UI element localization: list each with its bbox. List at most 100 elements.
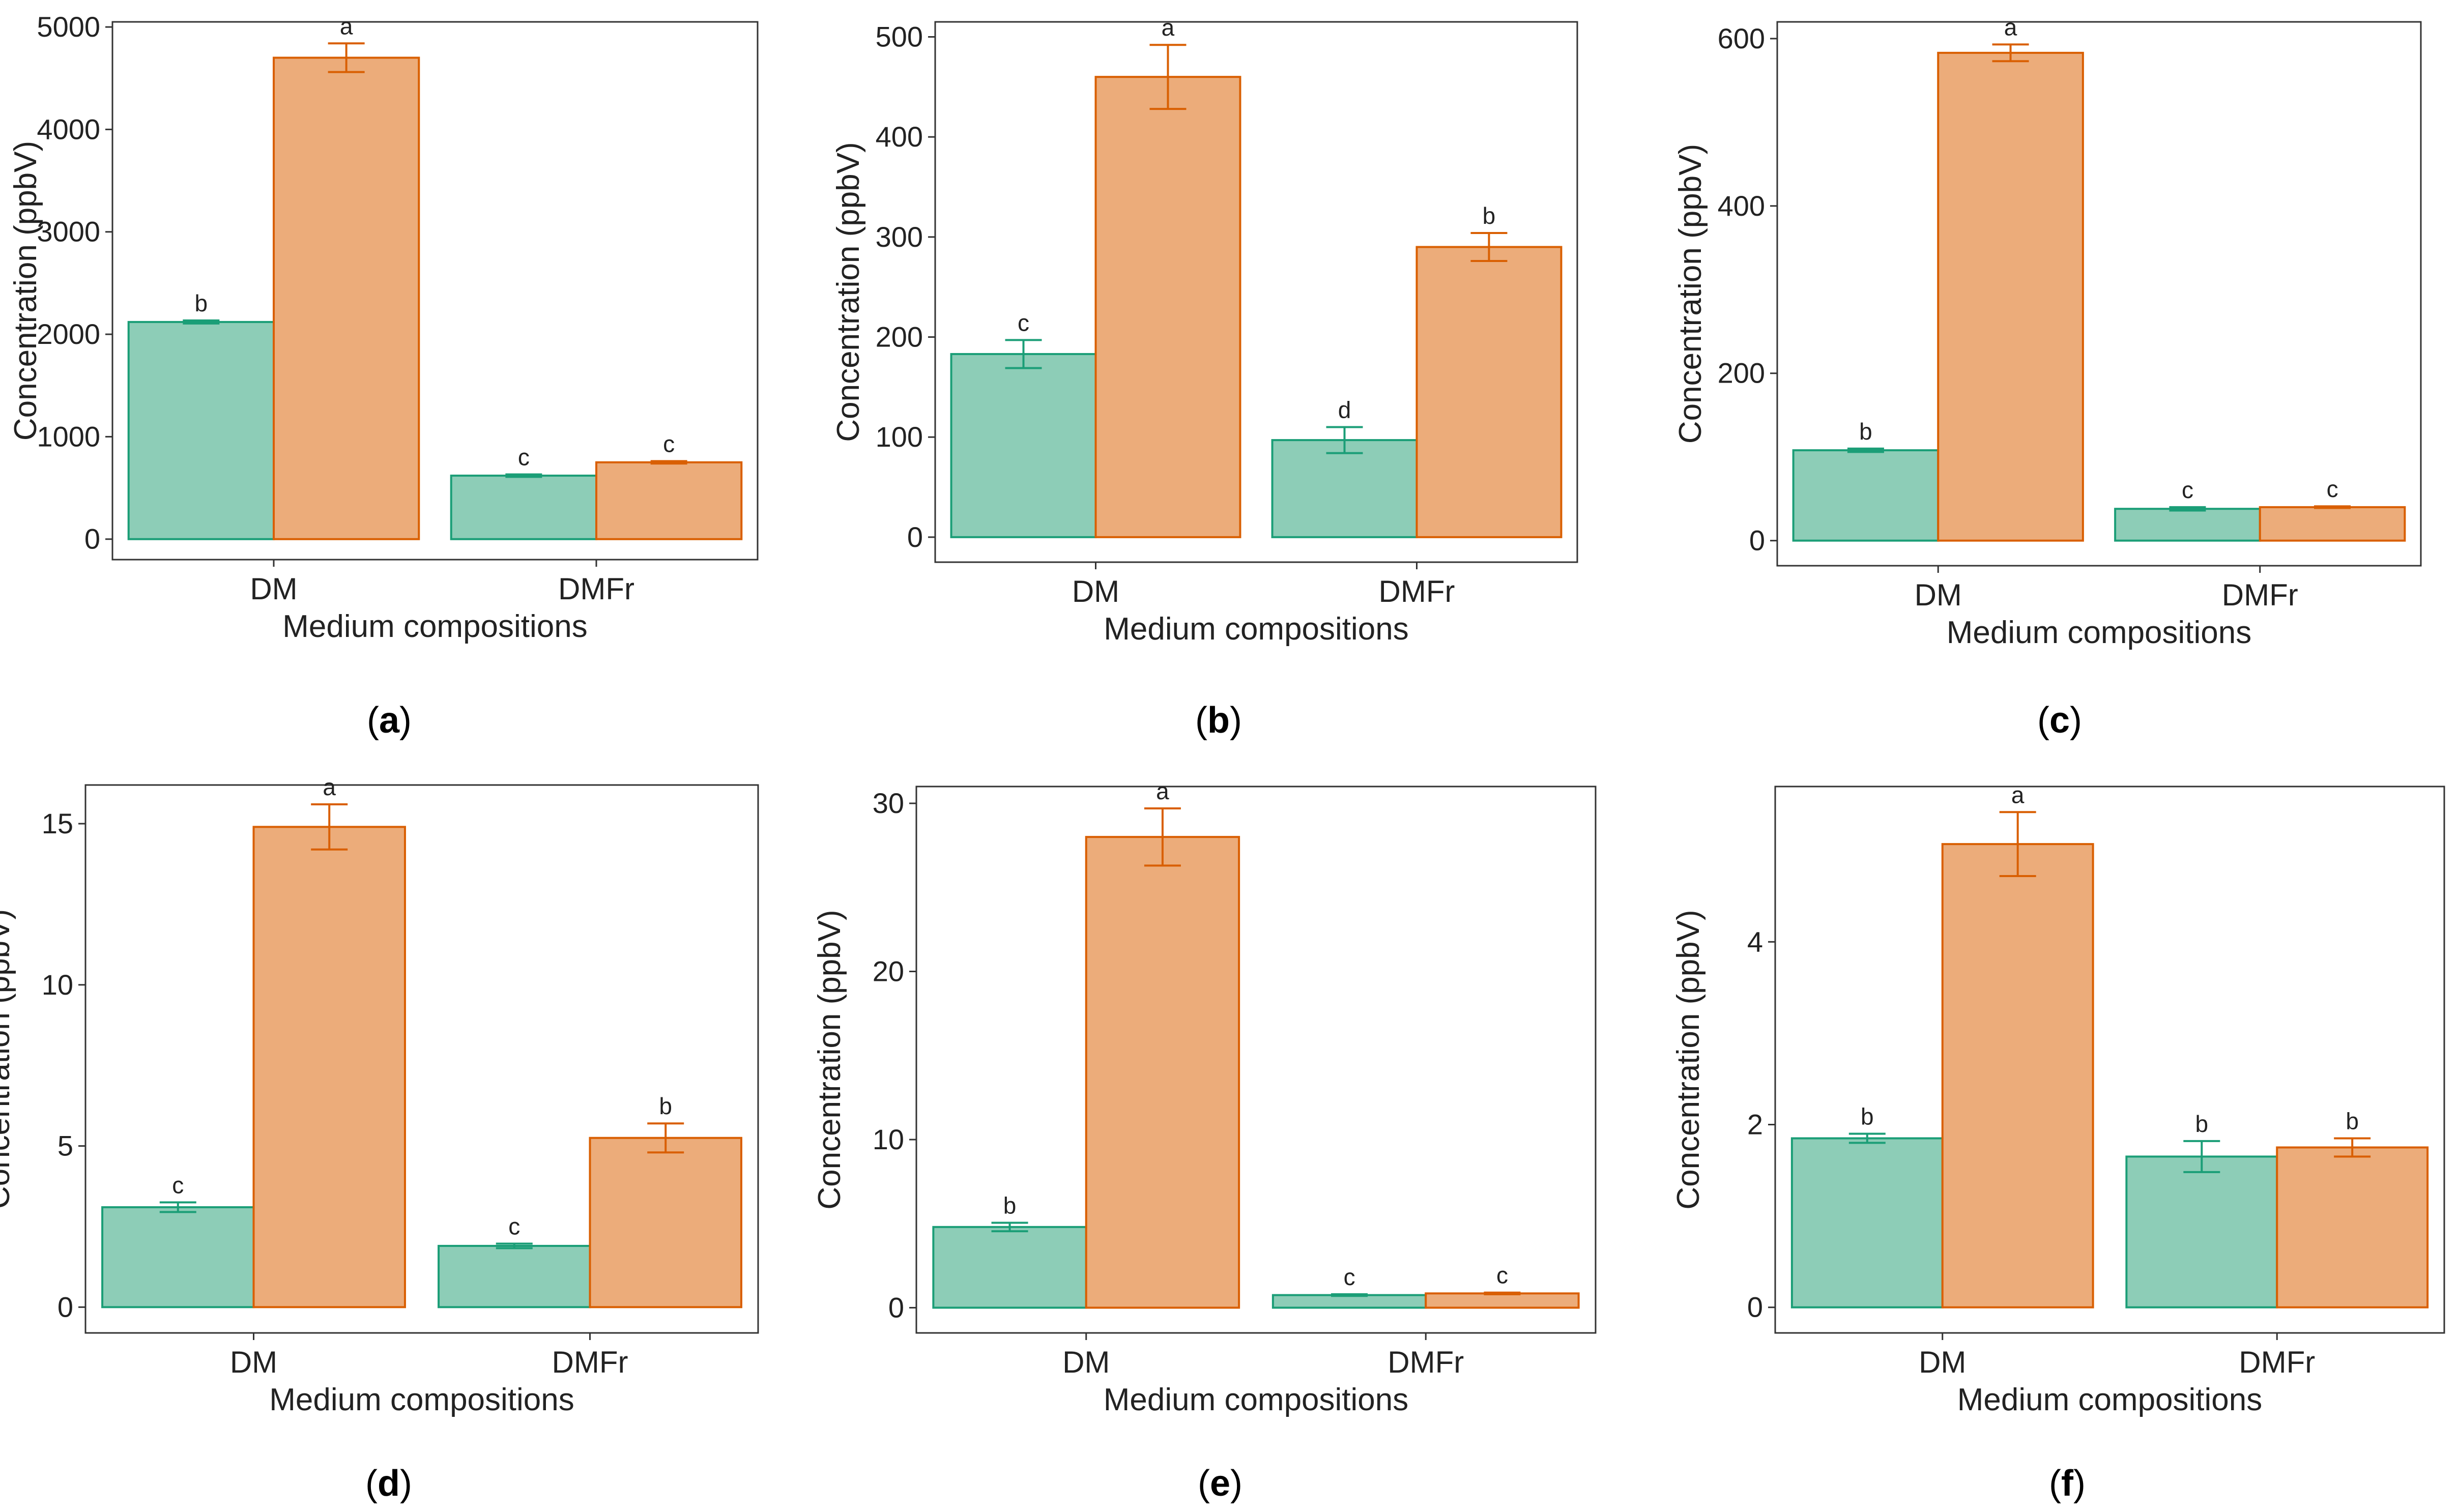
y-axis-title: Concentration (ppbV) <box>831 142 866 442</box>
x-axis-title: Medium compositions <box>282 609 588 644</box>
significance-letter: a <box>323 774 336 800</box>
x-axis-title: Medium compositions <box>1947 615 2252 650</box>
significance-letter: a <box>1162 14 1175 41</box>
y-tick-label: 15 <box>42 807 73 839</box>
y-axis-title: Concentration (ppbV) <box>0 909 16 1209</box>
significance-letter: c <box>1496 1262 1508 1289</box>
x-axis-title: Medium compositions <box>1104 1382 1409 1417</box>
bar <box>932 1226 1087 1309</box>
bar <box>595 461 743 540</box>
significance-letter: c <box>508 1213 520 1240</box>
bar <box>2276 1146 2429 1309</box>
x-tick-label: DM <box>1062 1345 1110 1379</box>
y-tick-label: 400 <box>876 121 923 153</box>
bar <box>127 321 275 540</box>
significance-letter: a <box>1156 778 1169 804</box>
plot-frame <box>1776 21 2422 567</box>
y-tick-label: 3000 <box>37 216 100 248</box>
x-tick-label: DMFr <box>1387 1345 1464 1379</box>
significance-letter: b <box>1861 1103 1874 1129</box>
y-tick-label: 20 <box>873 955 904 987</box>
y-tick-label: 600 <box>1718 22 1765 54</box>
bar <box>1415 246 1563 538</box>
significance-letter: c <box>2182 477 2193 503</box>
y-tick-label: 0 <box>84 523 100 555</box>
x-axis-title: Medium compositions <box>269 1382 574 1417</box>
y-tick-label: 4000 <box>37 113 100 145</box>
significance-letter: b <box>659 1093 672 1119</box>
x-tick-label: DMFr <box>552 1345 628 1379</box>
y-tick-label: 0 <box>1747 1291 1763 1323</box>
bar <box>273 56 420 540</box>
significance-letter: c <box>518 444 530 470</box>
bar <box>2125 1155 2278 1309</box>
x-axis-title: Medium compositions <box>1104 612 1409 647</box>
significance-letter: c <box>1344 1264 1355 1290</box>
y-tick-label: 100 <box>876 421 923 453</box>
bar <box>1425 1292 1580 1309</box>
significance-letter: c <box>172 1172 184 1198</box>
x-tick-label: DM <box>250 572 297 606</box>
bar <box>2259 506 2406 542</box>
plot-frame <box>915 786 1597 1334</box>
y-tick-label: 0 <box>1749 525 1765 557</box>
y-axis-title: Concentration (ppbV) <box>812 910 847 1209</box>
bar <box>589 1137 742 1309</box>
y-tick-label: 200 <box>876 321 923 353</box>
bar <box>1271 1294 1427 1309</box>
y-tick-label: 200 <box>1718 357 1765 389</box>
bar <box>1792 449 1940 542</box>
panel-label: (b) <box>1195 700 1242 741</box>
plot-frame <box>111 21 759 561</box>
significance-letter: b <box>195 290 208 316</box>
significance-letter: d <box>1338 397 1351 423</box>
y-tick-label: 2 <box>1747 1109 1763 1141</box>
y-tick-label: 5000 <box>37 11 100 43</box>
bar <box>2114 508 2261 542</box>
y-axis-title: Concentration (ppbV) <box>8 141 43 441</box>
y-tick-label: 2000 <box>37 318 100 350</box>
bar <box>252 826 406 1309</box>
significance-letter: c <box>663 430 675 457</box>
significance-letter: c <box>2327 476 2338 502</box>
x-tick-label: DMFr <box>558 572 634 606</box>
plot-frame <box>934 21 1578 563</box>
bar <box>1941 843 2094 1309</box>
bar <box>438 1244 591 1309</box>
y-tick-label: 0 <box>57 1291 73 1323</box>
x-tick-label: DM <box>1919 1345 1966 1379</box>
y-tick-label: 5 <box>57 1130 73 1162</box>
y-tick-label: 300 <box>876 221 923 253</box>
y-tick-label: 10 <box>42 969 73 1001</box>
y-tick-label: 400 <box>1718 190 1765 222</box>
y-tick-label: 4 <box>1747 925 1763 957</box>
y-tick-label: 500 <box>876 21 923 53</box>
bar <box>1790 1137 1944 1309</box>
significance-letter: a <box>2011 781 2025 808</box>
x-tick-label: DMFr <box>2239 1345 2315 1379</box>
bar <box>450 474 597 540</box>
y-tick-label: 30 <box>873 787 904 819</box>
panel-label: (f) <box>2049 1463 2086 1504</box>
bar <box>1094 76 1241 538</box>
x-axis-title: Medium compositions <box>1957 1382 2263 1417</box>
significance-letter: b <box>2195 1111 2209 1137</box>
significance-letter: a <box>2004 14 2017 40</box>
bar <box>101 1206 255 1309</box>
significance-letter: a <box>340 13 353 39</box>
significance-letter: b <box>1003 1193 1017 1219</box>
y-axis-title: Concentration (ppbV) <box>1673 144 1708 444</box>
significance-letter: b <box>1483 202 1496 229</box>
x-tick-label: DMFr <box>1379 574 1455 608</box>
x-tick-label: DM <box>1915 578 1962 612</box>
plot-frame <box>1774 786 2445 1334</box>
plot-frame <box>84 784 759 1334</box>
y-tick-label: 1000 <box>37 420 100 452</box>
bar <box>1937 51 2084 542</box>
